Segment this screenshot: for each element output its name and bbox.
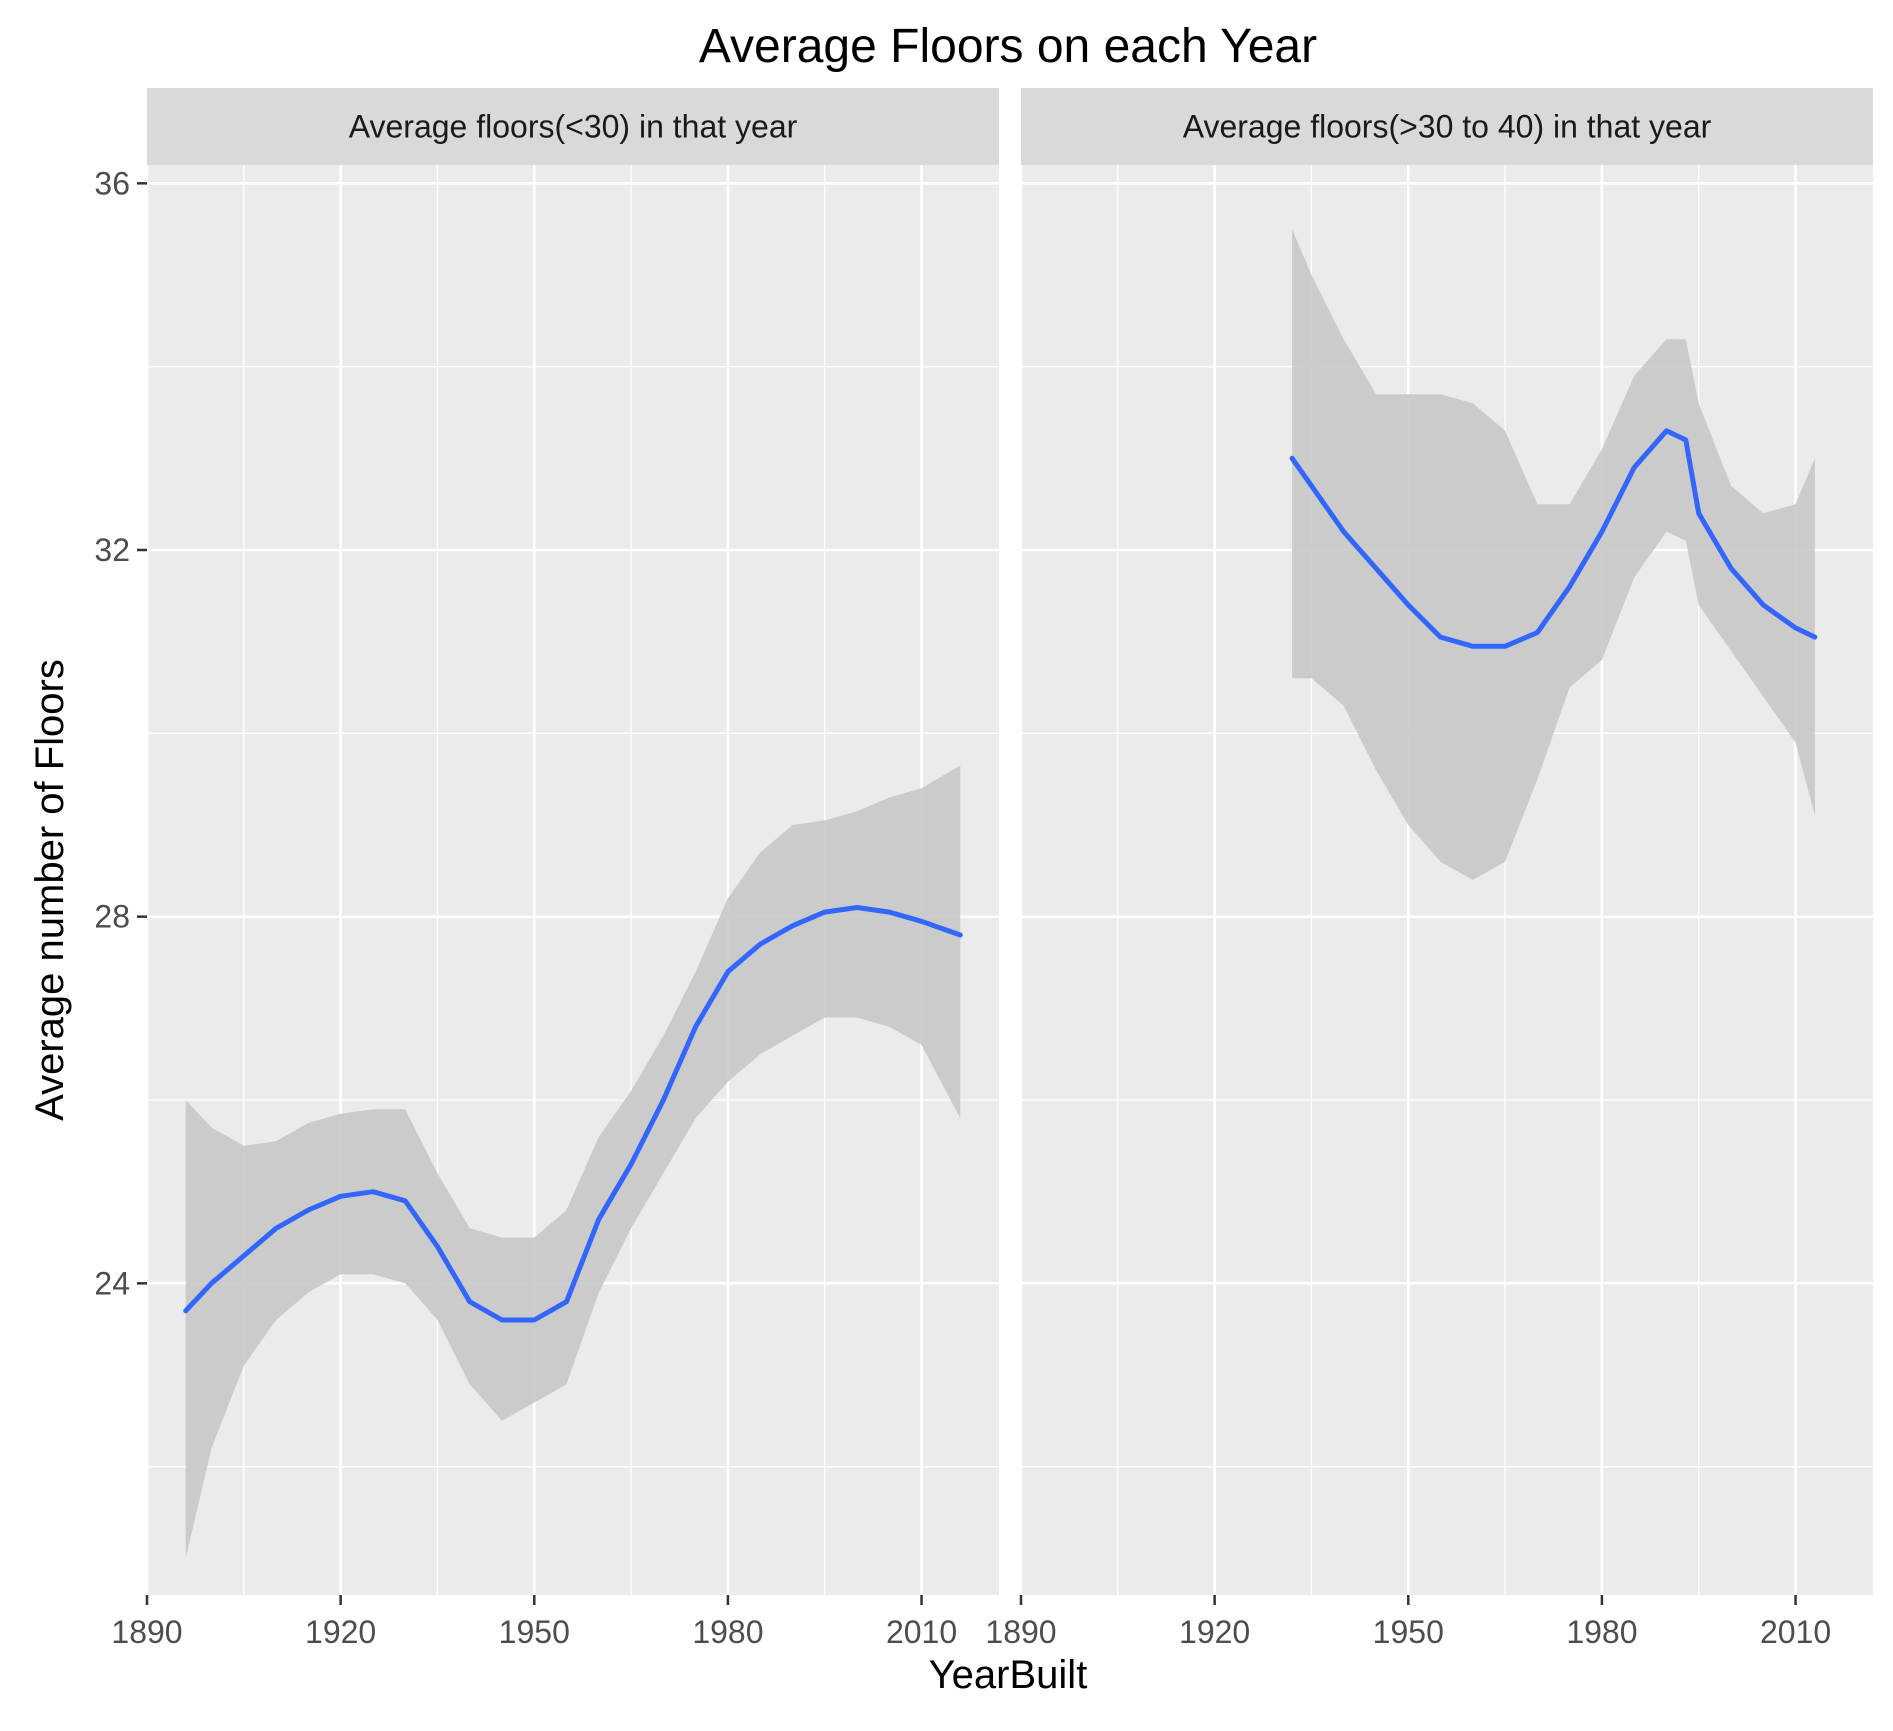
y-tick-label: 36 [94,165,130,201]
x-tick-label: 1890 [985,1614,1056,1650]
facet-strip [147,88,999,165]
x-tick-label: 1950 [499,1614,570,1650]
facet-strip-label: Average floors(>30 to 40) in that year [1183,109,1712,145]
chart-title: Average Floors on each Year [699,20,1317,73]
facet-strip [1021,88,1873,165]
x-tick-label: 1980 [692,1614,763,1650]
confidence-ribbon [185,765,961,1559]
y-tick-label: 28 [94,899,130,935]
smooth-line [183,905,963,1323]
y-axis-title: Average number of Floors [28,659,72,1121]
y-tick-label: 32 [94,532,130,568]
panels-layer: Average floors(<30) in that year 1890 1920… [94,88,1873,1650]
x-tick-label: 1920 [305,1614,376,1650]
smooth-line [1289,428,1818,649]
x-tick-label: 1920 [1179,1614,1250,1650]
x-tick-label: 1980 [1566,1614,1637,1650]
x-tick-label: 1890 [111,1614,182,1650]
facet-strip-label: Average floors(<30) in that year [349,109,798,145]
facet-panel-2: Average floors(>30 to 40) in that year 18… [985,88,1873,1650]
x-tick-label: 2010 [1760,1614,1831,1650]
x-tick-label: 1950 [1373,1614,1444,1650]
facet-panel-1: Average floors(<30) in that year 1890 1920… [94,88,999,1650]
confidence-ribbon [1292,229,1815,880]
panel-background [1021,165,1873,1595]
x-tick-label: 2010 [886,1614,957,1650]
x-axis-title: YearBuilt [929,1653,1088,1697]
y-tick-label: 24 [94,1265,130,1301]
